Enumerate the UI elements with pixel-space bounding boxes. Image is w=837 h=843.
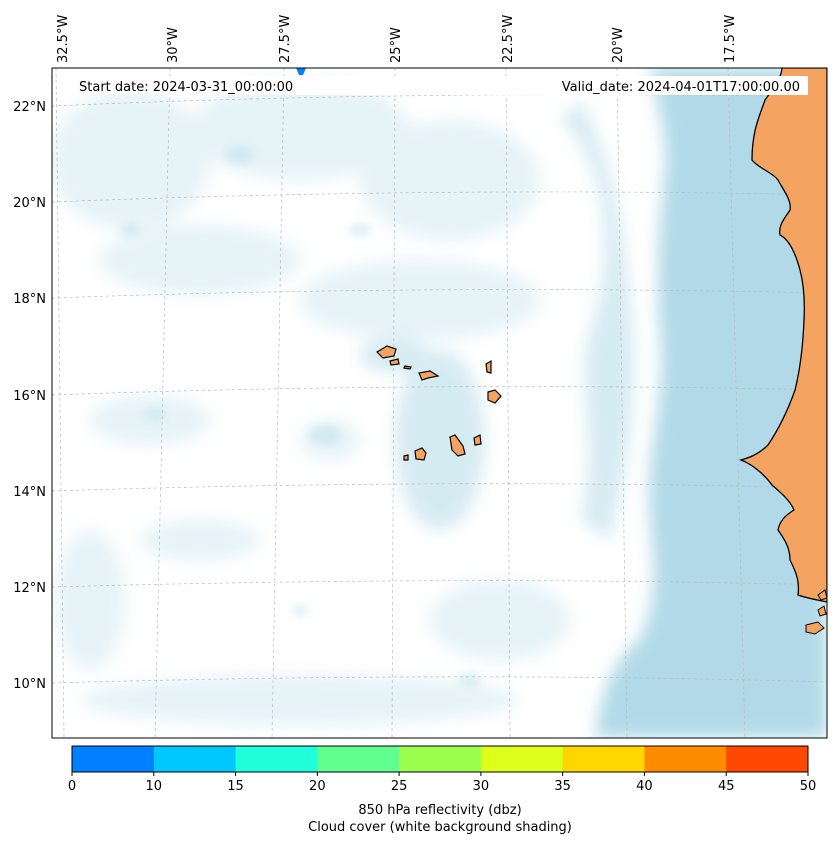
lat-label: 20°N: [13, 196, 46, 211]
colorbar-segments: [72, 746, 809, 772]
gridlines: [52, 68, 827, 738]
africa-coast: [738, 68, 827, 603]
colorbar-ticks: 0 10 15 20 25 30 35 40 45 50: [68, 772, 816, 794]
colorbar-segment: [72, 746, 155, 772]
reflectivity-patch: [296, 68, 306, 75]
colorbar-segment: [399, 746, 482, 772]
colorbar-segment: [317, 746, 400, 772]
colorbar-tick-label: 20: [309, 779, 326, 794]
latitude-labels: 22°N 20°N 18°N 16°N 14°N 12°N 10°N: [13, 100, 46, 692]
start-date-label: Start date: 2024-03-31_00:00:00: [79, 80, 293, 95]
colorbar-segment: [153, 746, 237, 772]
valid-date-label: Valid_date: 2024-04-01T17:00:00.00: [562, 80, 800, 95]
colorbar-tick-label: 35: [554, 779, 571, 794]
longitude-labels: 32.5°W 30°W 27.5°W 25°W 22.5°W 20°W 17.5…: [56, 15, 738, 63]
colorbar-tick-label: 10: [146, 779, 163, 794]
colorbar: 0 10 15 20 25 30 35 40 45 50 850 hPa reflectivity…: [68, 745, 816, 835]
colorbar-tick-label: 25: [391, 779, 408, 794]
lat-label: 12°N: [13, 581, 46, 596]
lat-label: 18°N: [13, 292, 46, 307]
lon-label: 30°W: [166, 27, 181, 63]
colorbar-tick-label: 15: [227, 779, 244, 794]
cape-verde-islands: [376, 345, 502, 461]
colorbar-tick-label: 45: [718, 779, 735, 794]
colorbar-segment: [562, 746, 645, 772]
lat-label: 14°N: [13, 485, 46, 500]
colorbar-segment: [480, 746, 564, 772]
colorbar-subtitle: Cloud cover (white background shading): [308, 820, 572, 835]
coast-islands: [805, 589, 827, 635]
colorbar-tick-label: 40: [636, 779, 653, 794]
date-banner: [72, 76, 808, 95]
lon-label: 20°W: [611, 27, 626, 63]
lat-label: 10°N: [13, 677, 46, 692]
lon-label: 17.5°W: [723, 15, 738, 63]
lat-label: 16°N: [13, 389, 46, 404]
lat-label: 22°N: [13, 100, 46, 115]
colorbar-title: 850 hPa reflectivity (dbz): [358, 803, 521, 818]
map-area: Start date: 2024-03-31_00:00:00 Valid_da…: [52, 68, 827, 738]
lon-label: 22.5°W: [501, 15, 516, 63]
lon-label: 32.5°W: [56, 15, 71, 63]
cloud-cover-layer: [52, 68, 827, 738]
colorbar-segment: [235, 746, 318, 772]
map-frame: [51, 67, 828, 739]
colorbar-tick-label: 0: [68, 779, 76, 794]
colorbar-segment: [726, 746, 809, 772]
colorbar-frame: [71, 745, 809, 773]
lon-label: 25°W: [389, 27, 404, 63]
colorbar-segment: [644, 746, 727, 772]
colorbar-tick-label: 30: [473, 779, 490, 794]
colorbar-tick-label: 50: [800, 779, 817, 794]
lon-label: 27.5°W: [278, 15, 293, 63]
